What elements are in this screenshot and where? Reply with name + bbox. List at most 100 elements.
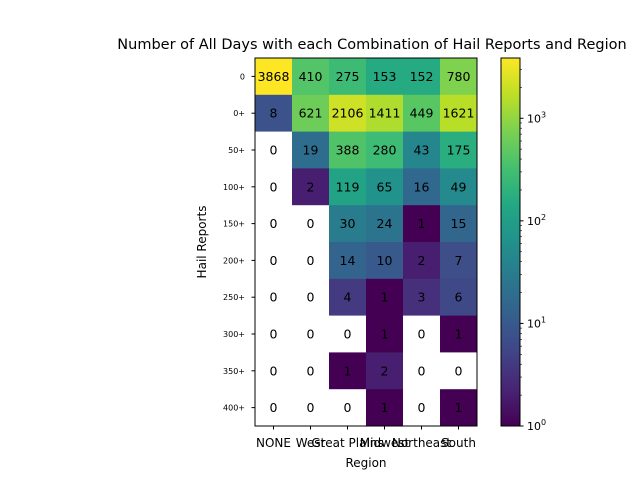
cell-value-label: 280 (373, 143, 397, 158)
cell-value-label: 19 (303, 143, 319, 158)
heatmap-cell (440, 168, 478, 206)
cell-value-label: 14 (340, 253, 356, 268)
heatmap-cell (292, 352, 330, 390)
cell-value-label: 24 (377, 216, 393, 231)
heatmap-cell (366, 352, 404, 390)
heatmap-cell (255, 242, 293, 280)
cell-value-label: 43 (414, 143, 430, 158)
cell-value-label: 8 (270, 106, 278, 121)
cell-value-label: 2106 (332, 106, 364, 121)
cell-value-label: 2 (418, 253, 426, 268)
cell-value-label: 0 (270, 327, 278, 342)
heatmap-cell (292, 278, 330, 316)
heatmap-cells (255, 58, 478, 427)
heatmap-cell (292, 168, 330, 206)
heatmap-cell (403, 131, 441, 169)
colorbar-tick-label: 103 (527, 110, 546, 125)
cell-value-label: 621 (299, 106, 323, 121)
cell-value-label: 0 (270, 179, 278, 194)
cell-value-label: 3 (418, 290, 426, 305)
cell-value-label: 780 (447, 69, 471, 84)
heatmap-cell (403, 205, 441, 243)
heatmap-cell (329, 352, 367, 390)
heatmap-cell (255, 131, 293, 169)
cell-value-label: 0 (418, 327, 426, 342)
cell-value-label: 0 (270, 290, 278, 305)
cell-value-label: 0 (307, 253, 315, 268)
cell-value-label: 1 (455, 327, 463, 342)
heatmap-cell (329, 315, 367, 353)
cell-value-label: 30 (340, 216, 356, 231)
cell-value-label: 2 (307, 179, 315, 194)
cell-value-label: 0 (307, 327, 315, 342)
cell-value-label: 0 (307, 290, 315, 305)
colorbar-tick-label: 101 (527, 315, 546, 330)
heatmap-cell (255, 352, 293, 390)
heatmap-cell (329, 94, 367, 132)
cell-value-label: 65 (377, 179, 393, 194)
heatmap-cell (255, 58, 293, 96)
heatmap-cell (255, 168, 293, 206)
heatmap-cell (255, 315, 293, 353)
heatmap-cell (440, 242, 478, 280)
y-axis-label: Hail Reports (195, 206, 209, 279)
y-tick-label: 100+ (223, 183, 245, 192)
y-tick-label: 250+ (223, 293, 245, 302)
heatmap-cell (440, 205, 478, 243)
heatmap-cell (403, 58, 441, 96)
heatmap-cell (329, 278, 367, 316)
heatmap-cell (366, 131, 404, 169)
heatmap-cell (366, 278, 404, 316)
heatmap-cell (292, 242, 330, 280)
heatmap-cell (292, 131, 330, 169)
y-axis-ticks: 0 0+ 50+ 100+ 150+ 200+ 250+ 300+ 350+ 400+ (223, 72, 255, 413)
heatmap-cell (403, 352, 441, 390)
cell-value-label: 119 (336, 179, 360, 194)
y-tick-label: 200+ (223, 256, 245, 265)
heatmap-cell (440, 315, 478, 353)
colorbar-tick-label: 100 (527, 418, 546, 433)
cell-value-label: 1 (344, 363, 352, 378)
cell-value-label: 0 (418, 363, 426, 378)
cell-value-label: 1 (381, 327, 389, 342)
heatmap-cell (255, 278, 293, 316)
heatmap-cell (255, 94, 293, 132)
cell-value-label: 6 (455, 290, 463, 305)
chart-title: Number of All Days with each Combination… (117, 37, 626, 53)
y-tick-label: 150+ (223, 220, 245, 229)
heatmap-cell (292, 58, 330, 96)
heatmap-cell (440, 94, 478, 132)
cell-value-label: 0 (307, 216, 315, 231)
heatmap-cell (329, 242, 367, 280)
colorbar-ticks: 100 101 102 103 (520, 69, 546, 433)
heatmap-cell (329, 131, 367, 169)
cell-value-label: 449 (410, 106, 434, 121)
cell-value-label: 1621 (443, 106, 475, 121)
x-tick-label: Great Plains (311, 436, 383, 450)
heatmap-cell (403, 389, 441, 427)
cell-value-label: 0 (418, 400, 426, 415)
cell-value-label: 1 (455, 400, 463, 415)
y-tick-label: 0 (240, 72, 245, 81)
cell-value-label: 0 (270, 143, 278, 158)
heatmap-cell (366, 389, 404, 427)
heatmap-cell (255, 389, 293, 427)
cell-value-label: 0 (344, 400, 352, 415)
cell-value-label: 7 (455, 253, 463, 268)
heatmap-cell (403, 168, 441, 206)
cell-value-label: 0 (270, 363, 278, 378)
cell-value-label: 0 (270, 400, 278, 415)
heatmap-cell (329, 389, 367, 427)
cell-value-label: 1 (418, 216, 426, 231)
x-tick-label: NONE (256, 436, 291, 450)
heatmap-cell (366, 94, 404, 132)
heatmap-cell (329, 168, 367, 206)
cell-value-label: 0 (307, 400, 315, 415)
heatmap-cell (366, 242, 404, 280)
cell-value-label: 153 (373, 69, 397, 84)
heatmap-cell (255, 205, 293, 243)
x-axis-label: Region (345, 456, 386, 470)
